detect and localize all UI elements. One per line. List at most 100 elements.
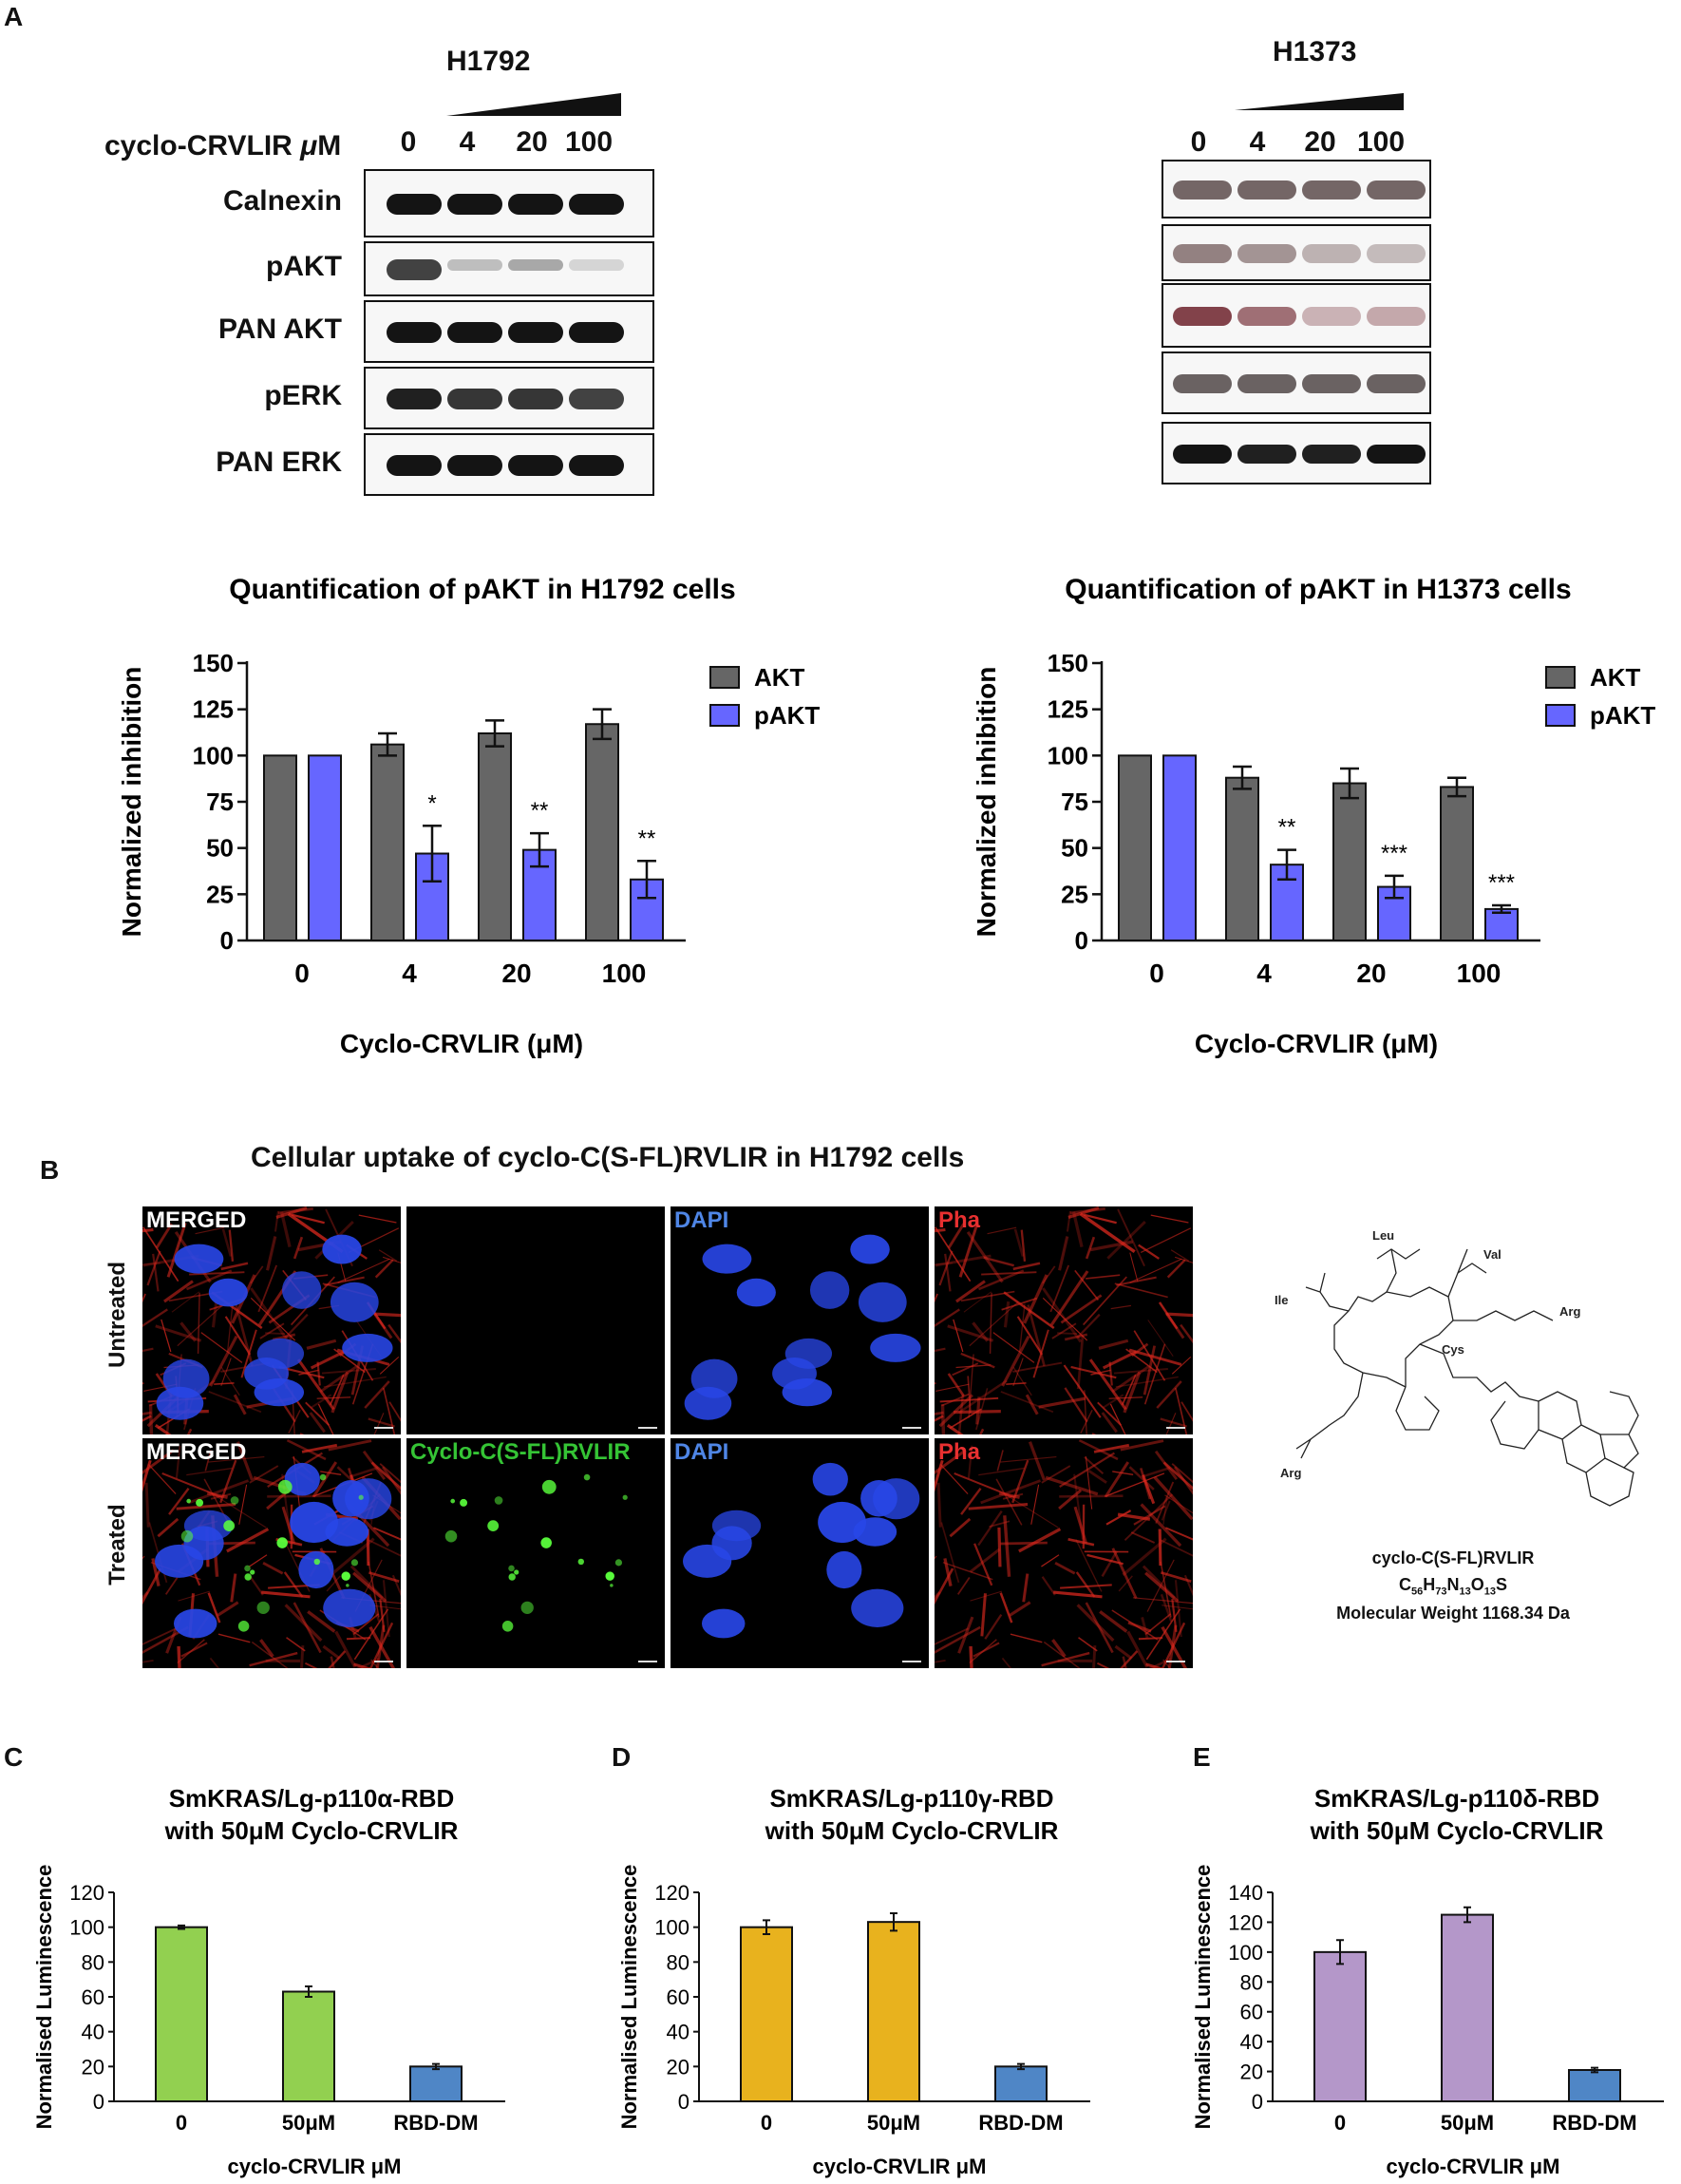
- blot-label-pan-erk: PAN ERK: [216, 446, 342, 478]
- blot-label-pan-akt: PAN AKT: [218, 313, 342, 345]
- y-tick-label: 60: [667, 1985, 689, 2009]
- blot-band: [1302, 244, 1361, 263]
- error-bar: [432, 2062, 440, 2071]
- y-tick-label: 150: [1048, 649, 1088, 677]
- blot-band: [1367, 445, 1426, 464]
- error-bar: [1336, 1939, 1344, 1966]
- chart-subtitle: with 50μM Cyclo-CRVLIR: [1310, 1816, 1604, 1845]
- y-tick-label: 100: [69, 1916, 104, 1940]
- compound-mw: Molecular Weight 1168.34 Da: [1336, 1604, 1570, 1623]
- y-tick-label: 20: [1240, 2061, 1263, 2084]
- y-tick-label: 80: [1240, 1970, 1263, 1994]
- x-axis-label: cyclo-CRVLIR μM: [1387, 2155, 1560, 2178]
- micrograph-untreated-merged: MERGED: [142, 1206, 401, 1434]
- panel-b-title: Cellular uptake of cyclo-C(S-FL)RVLIR in…: [251, 1142, 965, 1173]
- y-tick-label: 125: [1048, 695, 1088, 724]
- panel-c-label: C: [4, 1742, 24, 1772]
- error-bar: [485, 719, 504, 748]
- bar-0: [740, 1926, 793, 2102]
- x-tick-label: 4: [1256, 959, 1272, 988]
- error-bar: [593, 708, 612, 741]
- x-tick-label: RBD-DM: [393, 2111, 478, 2135]
- h1792-dose-4: 4: [459, 126, 476, 158]
- blot-band: [1237, 180, 1296, 199]
- blot-band: [508, 389, 563, 409]
- y-tick-label: 80: [667, 1950, 689, 1974]
- legend-swatch-akt: [1545, 666, 1576, 689]
- x-tick-label: 50μM: [1441, 2111, 1494, 2135]
- y-tick-label: 120: [69, 1881, 104, 1905]
- blot-band: [447, 259, 502, 271]
- blot-band: [387, 322, 442, 343]
- h1373-dose-0: 0: [1190, 126, 1207, 158]
- x-axis-label: Cyclo-CRVLIR (μM): [340, 1029, 583, 1058]
- significance-label: **: [638, 826, 656, 851]
- y-tick-label: 60: [1240, 2001, 1263, 2024]
- blot-band: [569, 455, 624, 476]
- blot-band: [447, 194, 502, 215]
- y-tick-label: 0: [1252, 2090, 1263, 2114]
- blot-h1373-perk: [1162, 351, 1431, 414]
- y-tick-label: 0: [220, 926, 234, 955]
- blot-h1792-pakt: [364, 241, 654, 296]
- error-bar: [1464, 1906, 1471, 1924]
- residue-ile: Ile: [1275, 1293, 1288, 1307]
- bar-pakt-0: [1162, 754, 1197, 941]
- blot-label-calnexin: Calnexin: [222, 185, 342, 217]
- bar-akt-100: [585, 723, 619, 941]
- micrograph-treated-pha: Pha: [935, 1438, 1193, 1668]
- bar-50μM: [1441, 1913, 1494, 2102]
- h1373-dose-20: 20: [1304, 126, 1336, 158]
- x-tick-label: RBD-DM: [1552, 2111, 1636, 2135]
- y-tick-label: 75: [1061, 788, 1088, 816]
- bar-50μM: [282, 1990, 335, 2102]
- blot-h1792-pan-akt: [364, 300, 654, 363]
- blot-band: [1367, 307, 1426, 326]
- bar-pakt-4: [1270, 864, 1304, 942]
- bar-RBD-DM: [1568, 2069, 1621, 2102]
- blot-band: [508, 322, 563, 343]
- residue-leu: Leu: [1372, 1228, 1394, 1243]
- h1792-dose-100: 100: [564, 126, 614, 158]
- y-tick-label: 50: [206, 834, 234, 863]
- blot-band: [1302, 445, 1361, 464]
- bar-0: [155, 1926, 208, 2102]
- h1373-pakt-chart: Quantification of pAKT in H1373 cells 0 25…: [972, 574, 1655, 1058]
- bar-akt-4: [370, 743, 405, 941]
- micrograph-treated-dapi: DAPI: [671, 1438, 929, 1668]
- x-tick-label: RBD-DM: [978, 2111, 1063, 2135]
- blot-band: [1367, 244, 1426, 263]
- blot-band: [387, 259, 442, 280]
- chart-title: SmKRAS/Lg-p110γ-RBD: [769, 1784, 1053, 1813]
- bar-pakt-100: [1484, 907, 1519, 942]
- x-axis-label: Cyclo-CRVLIR (μM): [1195, 1029, 1438, 1058]
- y-tick-label: 120: [1228, 1910, 1263, 1934]
- blot-h1373-pakt: [1162, 224, 1431, 281]
- h1792-dose-0: 0: [400, 126, 417, 158]
- blot-band: [1173, 244, 1232, 263]
- error-bar: [1385, 874, 1404, 900]
- y-tick-label: 125: [193, 695, 234, 724]
- x-tick-label: 0: [761, 2111, 772, 2135]
- compound-name: cyclo-C(S-FL)RVLIR: [1371, 1548, 1535, 1567]
- significance-label: **: [1278, 815, 1296, 841]
- residue-cys: Cys: [1442, 1342, 1464, 1357]
- blot-band: [447, 322, 502, 343]
- blot-h1373-pan-erk: [1162, 422, 1431, 484]
- error-bar: [423, 825, 442, 883]
- h1792-title: H1792: [446, 46, 531, 77]
- error-bar: [530, 831, 549, 868]
- x-tick-label: 0: [176, 2111, 187, 2135]
- chart-subtitle: with 50μM Cyclo-CRVLIR: [765, 1816, 1059, 1845]
- bar-RBD-DM: [994, 2065, 1048, 2103]
- y-tick-label: 120: [654, 1881, 689, 1905]
- error-bar: [890, 1912, 897, 1932]
- chart-subtitle: with 50μM Cyclo-CRVLIR: [164, 1816, 459, 1845]
- blot-band: [1302, 180, 1361, 199]
- blot-band: [1367, 374, 1426, 393]
- y-tick-label: 0: [678, 2090, 689, 2114]
- y-tick-label: 60: [82, 1985, 104, 2009]
- row-label-treated: Treated: [104, 1504, 130, 1586]
- bar-akt-20: [478, 731, 512, 941]
- y-tick-label: 100: [1048, 741, 1088, 769]
